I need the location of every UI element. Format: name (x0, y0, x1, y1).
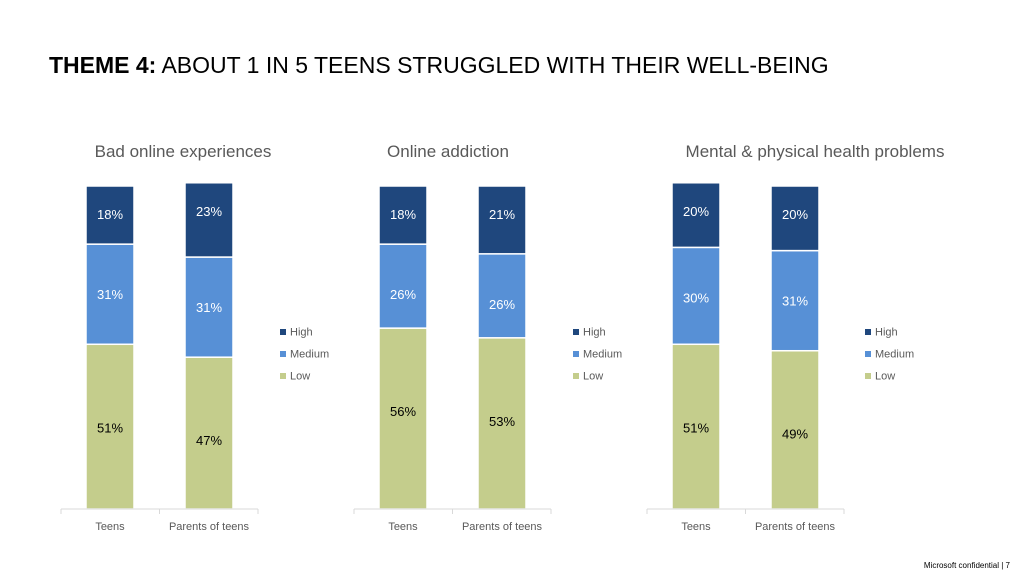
chart-title-2: Online addiction (387, 142, 509, 161)
data-label-low-parents-of-teens-2: 53% (489, 414, 515, 429)
legend-label-high-3: High (875, 327, 898, 339)
legend-swatch-medium-2 (573, 351, 579, 357)
slide-title-theme: THEME 4: (49, 52, 157, 78)
data-label-medium-parents-of-teens-3: 31% (782, 294, 808, 309)
data-label-high-parents-of-teens-1: 23% (196, 204, 222, 219)
bar-medium-teens-2 (378, 243, 428, 329)
bar-high-teens-2 (378, 185, 428, 245)
category-label-teens-3: Teens (681, 521, 711, 533)
category-label-parents-of-teens-2: Parents of teens (462, 521, 543, 533)
data-label-medium-teens-1: 31% (97, 287, 123, 302)
category-label-parents-of-teens-3: Parents of teens (755, 521, 836, 533)
footer-confidential: Microsoft confidential | 7 (923, 561, 1010, 570)
data-label-low-parents-of-teens-1: 47% (196, 433, 222, 448)
bar-medium-parents-of-teens-3 (770, 249, 820, 352)
bar-medium-teens-3 (671, 246, 721, 346)
legend-label-high-2: High (583, 327, 606, 339)
data-label-low-teens-3: 51% (683, 420, 709, 435)
legend-swatch-low-1 (280, 373, 286, 379)
legend-label-medium-3: Medium (875, 349, 914, 361)
data-label-medium-parents-of-teens-1: 31% (196, 300, 222, 315)
slide-title-text: ABOUT 1 IN 5 TEENS STRUGGLED WITH THEIR … (156, 52, 829, 78)
data-label-high-teens-1: 18% (97, 207, 123, 222)
legend-label-low-3: Low (875, 371, 895, 383)
category-label-teens-2: Teens (388, 521, 418, 533)
bar-high-parents-of-teens-1 (184, 182, 234, 258)
data-label-high-parents-of-teens-3: 20% (782, 207, 808, 222)
legend-swatch-high-2 (573, 329, 579, 335)
chart-title-3: Mental & physical health problems (686, 142, 945, 161)
bar-high-teens-1 (85, 185, 135, 245)
data-label-low-teens-2: 56% (390, 404, 416, 419)
slide-title: THEME 4: ABOUT 1 IN 5 TEENS STRUGGLED WI… (49, 52, 829, 79)
legend-label-high-1: High (290, 327, 313, 339)
category-label-teens-1: Teens (95, 521, 125, 533)
data-label-low-teens-1: 51% (97, 420, 123, 435)
legend-swatch-medium-1 (280, 351, 286, 357)
bar-high-parents-of-teens-3 (770, 185, 820, 252)
category-label-parents-of-teens-1: Parents of teens (169, 521, 250, 533)
bar-medium-parents-of-teens-1 (184, 256, 234, 358)
legend-swatch-medium-3 (865, 351, 871, 357)
bar-low-teens-2 (378, 327, 428, 510)
legend-swatch-high-1 (280, 329, 286, 335)
legend-swatch-low-2 (573, 373, 579, 379)
bar-medium-teens-1 (85, 243, 135, 346)
data-label-medium-teens-2: 26% (390, 287, 416, 302)
data-label-high-teens-3: 20% (683, 204, 709, 219)
chart-title-1: Bad online experiences (95, 142, 272, 161)
bar-medium-parents-of-teens-2 (477, 253, 527, 339)
legend-label-low-2: Low (583, 371, 603, 383)
legend-label-low-1: Low (290, 371, 310, 383)
data-label-low-parents-of-teens-3: 49% (782, 427, 808, 442)
data-label-medium-parents-of-teens-2: 26% (489, 297, 515, 312)
legend-swatch-high-3 (865, 329, 871, 335)
legend-label-medium-2: Medium (583, 349, 622, 361)
data-label-high-parents-of-teens-2: 21% (489, 207, 515, 222)
bar-high-parents-of-teens-2 (477, 185, 527, 255)
bar-high-teens-3 (671, 182, 721, 249)
legend-label-medium-1: Medium (290, 349, 329, 361)
data-label-high-teens-2: 18% (390, 207, 416, 222)
legend-swatch-low-3 (865, 373, 871, 379)
bar-low-teens-3 (671, 343, 721, 510)
data-label-medium-teens-3: 30% (683, 290, 709, 305)
